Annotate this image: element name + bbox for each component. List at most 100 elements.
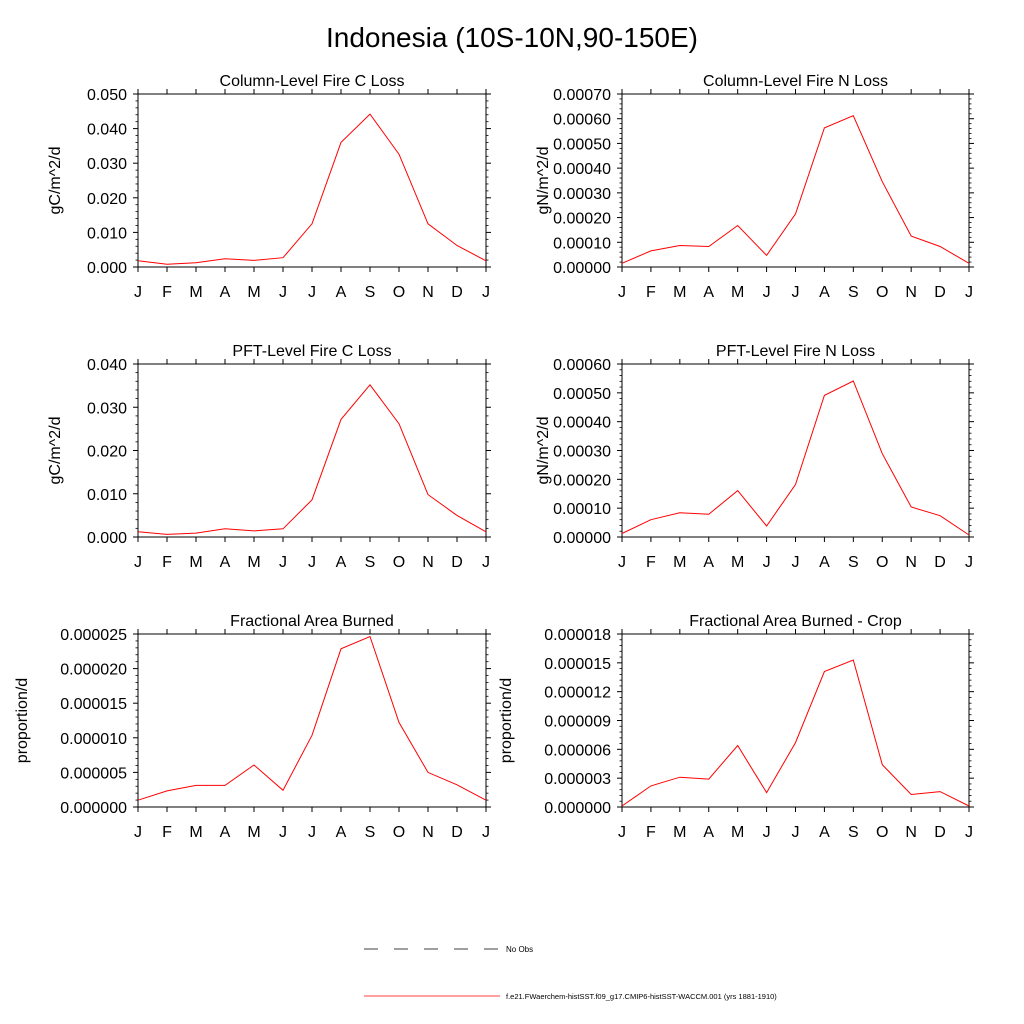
series-line [621,115,970,264]
y-tick-label: 0.010 [87,487,127,504]
series-line [137,383,487,535]
x-tick-label: M [731,284,744,301]
x-tick-label: M [731,554,744,571]
y-tick-label: 0.000010 [60,731,127,748]
x-tick-label: M [673,554,686,571]
y-axis-label: proportion/d [498,678,515,763]
x-tick-label: F [162,284,172,301]
plot-frame [137,363,487,538]
x-tick-label: O [393,824,405,841]
y-tick-label: 0.00030 [553,186,611,203]
plot-frame [621,633,970,808]
chart-title: Fractional Area Burned [230,613,394,630]
y-tick-label: 0.000003 [544,771,611,788]
x-tick-label: A [819,284,830,301]
x-tick-label: F [646,824,656,841]
x-tick-label: J [618,284,626,301]
x-tick-label: A [703,554,714,571]
x-tick-label: A [336,554,347,571]
x-tick-label: A [819,554,830,571]
x-tick-label: M [673,284,686,301]
figure-title: Indonesia (10S-10N,90-150E) [325,22,698,53]
x-tick-label: O [393,284,405,301]
x-tick-label: N [905,554,917,571]
y-tick-label: 0.00030 [553,444,611,461]
y-tick-label: 0.000009 [544,714,611,731]
x-tick-label: F [162,554,172,571]
x-tick-label: M [731,824,744,841]
x-tick-label: O [876,284,888,301]
plot-frame [137,633,487,808]
series-line [621,659,970,807]
x-tick-label: O [876,824,888,841]
x-tick-label: J [134,824,142,841]
chart-title: PFT-Level Fire C Loss [232,343,391,360]
x-tick-label: J [763,554,771,571]
x-tick-label: J [618,554,626,571]
y-tick-label: 0.000015 [60,696,127,713]
x-tick-label: J [792,554,800,571]
x-tick-label: D [934,284,946,301]
x-tick-label: M [189,284,202,301]
y-tick-label: 0.000 [87,260,127,277]
x-tick-label: J [279,824,287,841]
chart-panel-6: Fractional Area Burned - Crop proportion/… [498,613,974,841]
y-tick-label: 0.00010 [553,235,611,252]
chart-title: Column-Level Fire C Loss [220,73,405,90]
y-tick-label: 0.000015 [544,656,611,673]
x-tick-label: J [618,824,626,841]
y-tick-label: 0.000006 [544,742,611,759]
y-tick-label: 0.00020 [553,211,611,228]
x-tick-label: J [279,284,287,301]
x-tick-label: J [965,824,973,841]
y-tick-label: 0.000000 [60,800,127,817]
x-tick-label: A [336,824,347,841]
y-axis-label: gN/m^2/d [535,147,552,215]
y-tick-label: 0.000020 [60,662,127,679]
x-tick-label: S [848,284,859,301]
x-tick-label: O [393,554,405,571]
x-tick-label: S [848,554,859,571]
x-tick-label: J [308,284,316,301]
x-tick-label: S [848,824,859,841]
chart-title: PFT-Level Fire N Loss [716,343,875,360]
y-axis-label: gC/m^2/d [47,417,64,485]
y-tick-label: 0.020 [87,191,127,208]
x-tick-label: J [134,554,142,571]
x-tick-label: F [646,284,656,301]
x-tick-label: A [220,554,231,571]
x-tick-label: J [482,284,490,301]
y-tick-label: 0.00040 [553,161,611,178]
x-tick-label: A [336,284,347,301]
x-tick-label: J [763,284,771,301]
x-tick-label: A [220,824,231,841]
y-tick-label: 0.030 [87,400,127,417]
x-tick-label: M [673,824,686,841]
y-axis-label: gC/m^2/d [47,147,64,215]
y-axis-label: proportion/d [14,678,31,763]
x-tick-label: A [703,284,714,301]
x-tick-label: M [247,554,260,571]
y-tick-label: 0.00000 [553,260,611,277]
x-tick-label: J [792,284,800,301]
x-tick-label: F [162,824,172,841]
x-tick-label: D [934,824,946,841]
y-tick-label: 0.000 [87,530,127,547]
x-tick-label: M [189,554,202,571]
y-tick-label: 0.00010 [553,501,611,518]
x-tick-label: N [905,284,917,301]
x-tick-label: A [819,824,830,841]
x-tick-label: N [422,824,434,841]
y-tick-label: 0.040 [87,122,127,139]
y-tick-label: 0.050 [87,87,127,104]
x-tick-label: A [220,284,231,301]
chart-title: Fractional Area Burned - Crop [689,613,902,630]
x-tick-label: J [965,284,973,301]
y-tick-label: 0.000012 [544,685,611,702]
x-tick-label: J [482,554,490,571]
